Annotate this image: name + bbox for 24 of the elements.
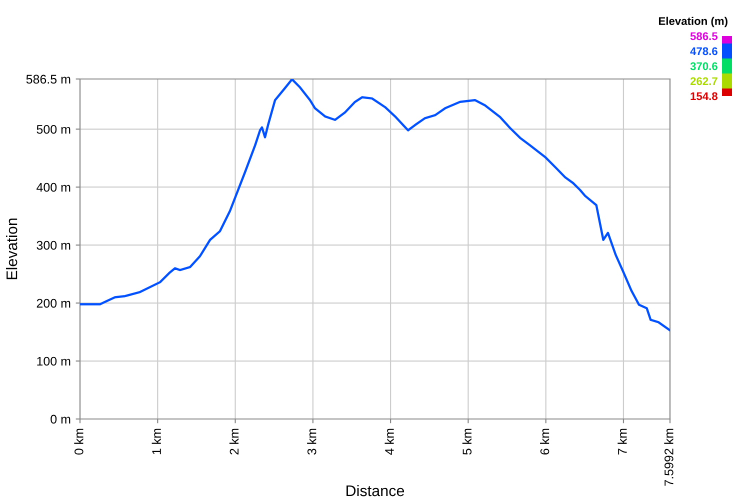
x-tick-label: 0 km [74, 428, 84, 455]
color-bar-label: 370.6 [690, 62, 718, 70]
color-bar-label: 154.8 [690, 92, 718, 100]
x-tick-label: 6 km [540, 428, 550, 454]
y-tick-label: 586.5 m [26, 74, 70, 84]
y-tick-label: 0 m [50, 414, 70, 424]
color-bar-label: 478.6 [690, 47, 718, 56]
x-tick-label: 5 km [462, 428, 472, 455]
x-tick-label: 3 km [307, 428, 316, 455]
x-tick-label: 7 km [618, 428, 627, 454]
x-axis-title: Distance [346, 484, 404, 496]
color-bar-title: Elevation (m) [658, 16, 728, 28]
y-tick-label: 500 m [36, 124, 70, 134]
x-tick-label: 4 km [384, 428, 394, 455]
y-tick-label: 300 m [36, 240, 70, 250]
y-tick-label: 100 m [37, 356, 70, 366]
x-tick-label: 7.5992 km [664, 428, 674, 486]
color-bar-label: 262.7 [690, 77, 718, 86]
x-tick-label: 2 km [229, 428, 239, 454]
y-tick-label: 200 m [36, 298, 70, 308]
color-bar-label: 586.5 [690, 32, 718, 40]
y-axis-title: Elevation [6, 218, 18, 280]
y-tick-label: 400 m [36, 182, 70, 192]
x-tick-label: 1 km [152, 428, 161, 454]
